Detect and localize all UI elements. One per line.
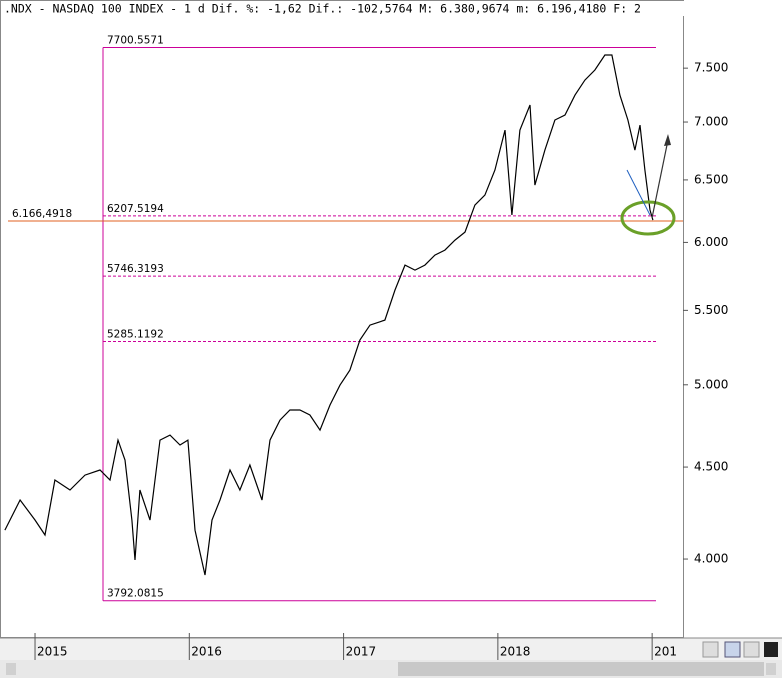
price-line xyxy=(4,54,654,576)
y-tick-label: 4.000 xyxy=(694,552,728,566)
pin-button[interactable] xyxy=(743,641,760,658)
fib-label: 7700.5571 xyxy=(107,35,164,47)
trend-line xyxy=(626,169,651,216)
y-tick-label: 4.500 xyxy=(694,460,728,474)
y-tick-label: 6.500 xyxy=(694,172,728,186)
y-tick-label: 7.000 xyxy=(694,115,728,129)
marks: 4.000 4.500 5.000 5.500 6.000 6.500 7.000 7.500… xyxy=(4,35,728,660)
x-tick-label: 201 xyxy=(654,645,677,659)
x-tick-label: 2018 xyxy=(500,645,531,659)
arrow-head xyxy=(664,134,671,146)
fib-label: 6207.5194 xyxy=(107,203,164,215)
fib-label: 5746.3193 xyxy=(107,263,164,275)
y-tick-label: 5.000 xyxy=(694,377,728,391)
scroll-thumb[interactable] xyxy=(398,662,764,676)
save-button[interactable] xyxy=(724,641,741,658)
arrow xyxy=(651,139,669,219)
highlight-ellipse xyxy=(620,200,676,236)
chart-title: .NDX - NASDAQ 100 INDEX - 1 d Dif. %: -1… xyxy=(4,2,641,16)
x-tick-label: 2015 xyxy=(37,645,68,659)
fib-label: 3792.0815 xyxy=(107,588,164,600)
close-button[interactable] xyxy=(764,642,778,657)
x-axis-band xyxy=(0,638,782,660)
fib-label: 5285.1192 xyxy=(107,328,164,340)
y-tick-label: 7.500 xyxy=(694,61,728,75)
x-tick-label: 2017 xyxy=(346,645,377,659)
y-tick-label: 5.500 xyxy=(694,303,728,317)
tool-button[interactable] xyxy=(702,641,719,658)
title-band xyxy=(2,1,747,16)
y-tick-label: 6.000 xyxy=(694,235,728,249)
scroll-left[interactable] xyxy=(6,663,16,675)
x-tick-label: 2016 xyxy=(191,645,222,659)
reference-label: 6.166,4918 xyxy=(12,208,72,220)
scroll-right[interactable] xyxy=(766,663,776,675)
